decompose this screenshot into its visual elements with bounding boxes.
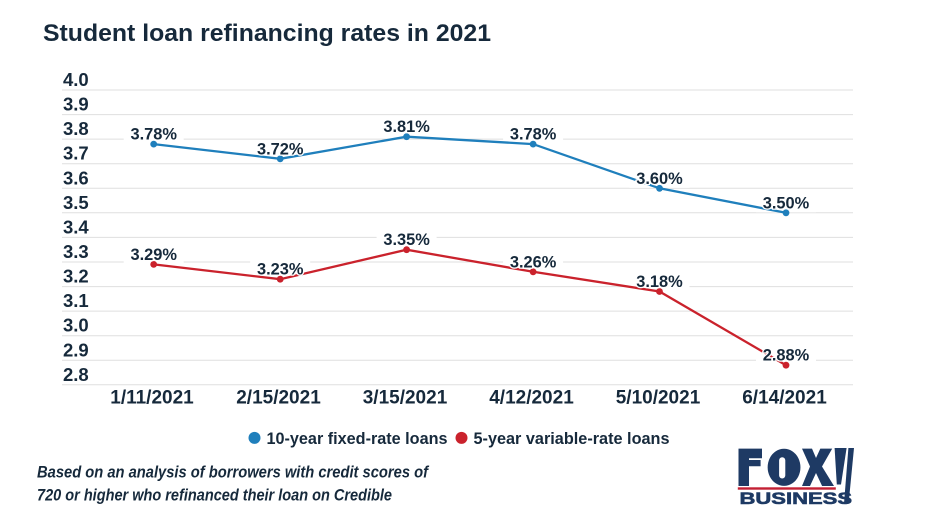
svg-text:3.78%: 3.78% — [510, 126, 557, 144]
svg-text:3.35%: 3.35% — [383, 231, 430, 249]
svg-text:3.8: 3.8 — [63, 118, 89, 139]
svg-text:10-year fixed-rate loans: 10-year fixed-rate loans — [267, 429, 448, 448]
svg-text:3/15/2021: 3/15/2021 — [363, 387, 448, 408]
svg-text:3.4: 3.4 — [63, 216, 89, 237]
svg-text:3.78%: 3.78% — [130, 126, 177, 144]
svg-text:3.72%: 3.72% — [257, 140, 304, 158]
svg-text:5-year variable-rate loans: 5-year variable-rate loans — [474, 429, 670, 448]
svg-text:3.29%: 3.29% — [130, 246, 177, 264]
svg-text:2/15/2021: 2/15/2021 — [236, 387, 321, 408]
svg-text:3.50%: 3.50% — [763, 194, 810, 212]
svg-text:3.26%: 3.26% — [510, 253, 557, 271]
svg-text:3.81%: 3.81% — [383, 118, 430, 136]
svg-text:2.88%: 2.88% — [763, 347, 810, 365]
svg-text:3.9: 3.9 — [63, 94, 89, 115]
svg-text:3.7: 3.7 — [63, 143, 89, 164]
svg-text:3.2: 3.2 — [63, 266, 89, 287]
svg-text:3.5: 3.5 — [63, 192, 89, 213]
svg-text:2.8: 2.8 — [63, 364, 89, 385]
svg-text:3.6: 3.6 — [63, 167, 89, 188]
svg-text:Student loan refinancing rates: Student loan refinancing rates in 2021 — [43, 20, 491, 47]
svg-text:4/12/2021: 4/12/2021 — [489, 387, 574, 408]
svg-text:3.0: 3.0 — [63, 315, 89, 336]
svg-text:2.9: 2.9 — [63, 339, 89, 360]
svg-text:3.1: 3.1 — [63, 290, 89, 311]
svg-text:Based on an analysis of borrow: Based on an analysis of borrowers with c… — [37, 464, 429, 482]
svg-text:3.18%: 3.18% — [636, 273, 683, 291]
svg-text:3.60%: 3.60% — [636, 170, 683, 188]
svg-text:720 or higher who refinanced t: 720 or higher who refinanced their loan … — [37, 487, 392, 505]
svg-text:BUSINESS: BUSINESS — [740, 490, 853, 508]
svg-text:5/10/2021: 5/10/2021 — [616, 387, 701, 408]
svg-text:4.0: 4.0 — [63, 69, 89, 90]
svg-text:6/14/2021: 6/14/2021 — [742, 387, 827, 408]
svg-text:1/11/2021: 1/11/2021 — [110, 387, 194, 408]
svg-text:3.23%: 3.23% — [257, 261, 304, 279]
svg-text:3.3: 3.3 — [63, 241, 89, 262]
